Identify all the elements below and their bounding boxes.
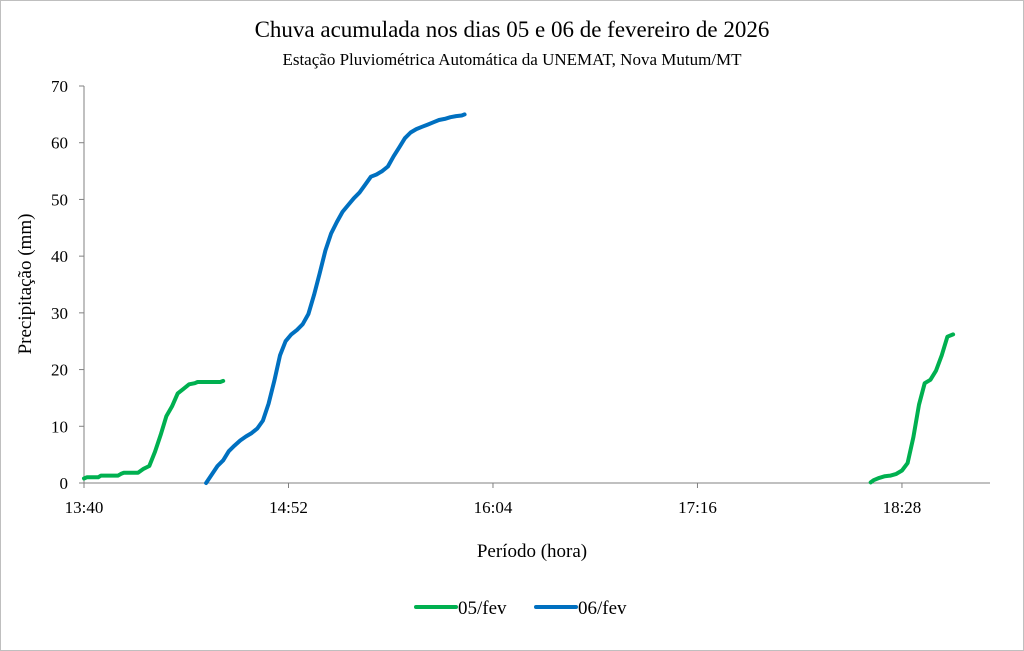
x-tick-label: 16:04	[474, 498, 513, 517]
x-tick-label: 14:52	[269, 498, 308, 517]
y-tick-label: 50	[51, 190, 68, 209]
legend: 05/fev 06/fev	[414, 598, 627, 619]
series-layer	[82, 112, 956, 485]
legend-label-05-fev: 05/fev	[458, 598, 507, 619]
series-line-06-fev-segment-1	[204, 112, 467, 485]
chart-subtitle: Estação Pluviométrica Automática da UNEM…	[282, 50, 742, 69]
y-axis-label: Precipitação (mm)	[15, 214, 36, 355]
x-axis-label: Período (hora)	[477, 541, 587, 562]
y-tick-label: 20	[51, 361, 68, 380]
y-tick-label: 0	[60, 474, 69, 493]
x-tick-label: 13:40	[65, 498, 104, 517]
x-tick-label: 18:28	[883, 498, 922, 517]
y-axis-ticks: 0 10 20 30 40 50 60 70	[51, 77, 84, 493]
series-line-05-fev-segment-1	[82, 378, 226, 481]
chart-title: Chuva acumulada nos dias 05 e 06 de feve…	[255, 17, 770, 42]
legend-label-06-fev: 06/fev	[578, 598, 627, 619]
y-tick-label: 60	[51, 134, 68, 153]
y-tick-label: 10	[51, 417, 68, 436]
series-line-05-fev-segment-2	[868, 332, 956, 485]
y-tick-label: 40	[51, 247, 68, 266]
x-axis-ticks: 13:40 14:52 16:04 17:16 18:28	[65, 483, 922, 517]
y-tick-label: 30	[51, 304, 68, 323]
y-tick-label: 70	[51, 77, 68, 96]
x-tick-label: 17:16	[678, 498, 717, 517]
